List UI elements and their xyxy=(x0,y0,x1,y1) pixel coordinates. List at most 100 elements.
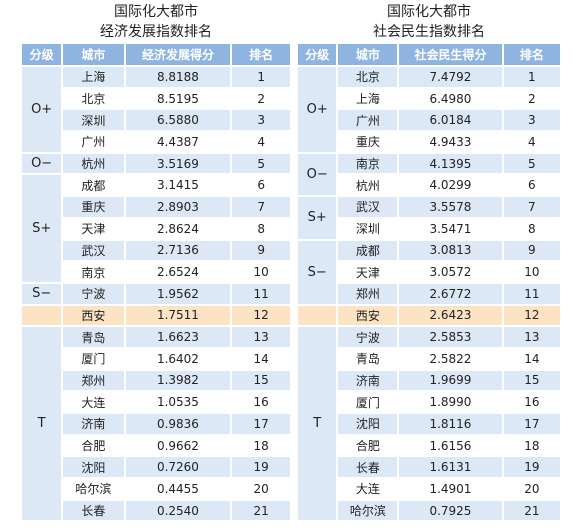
rank-cell: 20 xyxy=(232,479,290,499)
data-row: S− 成都 3.0813 9 xyxy=(298,240,560,304)
header-cell: 社会民生得分 xyxy=(399,44,502,65)
city-cell: 哈尔滨 xyxy=(63,479,124,499)
score-cell: 1.6623 xyxy=(125,327,231,347)
rank-cell: 9 xyxy=(232,240,290,261)
data-row: 合肥 0.9662 18 xyxy=(22,435,290,456)
header-cell: 排名 xyxy=(232,44,290,65)
data-row: O− 杭州 3.5169 5 xyxy=(22,153,290,174)
city-cell: 郑州 xyxy=(63,370,124,391)
rank-cell: 4 xyxy=(503,132,560,152)
score-cell: 3.5578 xyxy=(399,197,502,217)
rank-cell: 3 xyxy=(232,110,290,131)
score-cell: 1.6156 xyxy=(399,435,502,456)
rank-cell: 10 xyxy=(232,262,290,282)
city-cell: 青岛 xyxy=(338,348,398,369)
rank-cell: 4 xyxy=(232,132,290,152)
data-row: 天津 3.0572 10 xyxy=(298,262,560,282)
rank-cell: 9 xyxy=(503,240,560,261)
data-row: 合肥 1.6156 18 xyxy=(298,435,560,456)
title-line: 国际化大都市 xyxy=(387,4,471,20)
data-row: 长春 1.6131 19 xyxy=(298,457,560,478)
score-cell: 4.0299 xyxy=(399,175,502,196)
grade-cell: S− xyxy=(298,240,337,304)
data-row: 济南 1.9699 15 xyxy=(298,370,560,391)
rank-cell: 15 xyxy=(503,370,560,391)
score-cell: 2.7136 xyxy=(125,240,231,261)
score-cell: 1.6131 xyxy=(399,457,502,478)
grade-cell: S+ xyxy=(22,175,62,282)
grade-cell: O− xyxy=(22,153,62,174)
grade-cell: O− xyxy=(298,153,337,196)
ranking-table: 分级 城市 社会民生得分 排名 O+ 北京 7.4792 1 上海 6.4980 2 广州 6.0184… xyxy=(296,42,562,522)
score-cell: 2.6772 xyxy=(399,283,502,304)
data-row: 深圳 3.5471 8 xyxy=(298,218,560,239)
rank-cell: 17 xyxy=(232,414,290,434)
header-cell: 排名 xyxy=(503,44,560,65)
city-cell: 西安 xyxy=(63,305,124,326)
score-cell: 1.9562 xyxy=(125,283,231,304)
rank-cell: 6 xyxy=(503,175,560,196)
data-row: 天津 2.8624 8 xyxy=(22,218,290,239)
data-row: 重庆 4.9433 4 xyxy=(298,132,560,152)
data-row: 厦门 1.6402 14 xyxy=(22,348,290,369)
rank-cell: 10 xyxy=(503,262,560,282)
city-cell: 成都 xyxy=(63,175,124,196)
rank-cell: 14 xyxy=(232,348,290,369)
rank-cell: 19 xyxy=(503,457,560,478)
city-cell: 合肥 xyxy=(63,435,124,456)
ranking-table: 分级 城市 经济发展得分 排名 O+ 上海 8.8188 1 北京 8.5195 2 深圳 6.5880… xyxy=(20,42,292,522)
rank-cell: 18 xyxy=(503,435,560,456)
rank-cell: 5 xyxy=(232,153,290,174)
city-cell: 济南 xyxy=(63,414,124,434)
score-cell: 0.7260 xyxy=(125,457,231,478)
city-cell: 杭州 xyxy=(338,175,398,196)
rank-cell: 13 xyxy=(503,327,560,347)
data-row: 杭州 4.0299 6 xyxy=(298,175,560,196)
rank-cell: 5 xyxy=(503,153,560,174)
score-cell: 3.5471 xyxy=(399,218,502,239)
city-cell: 合肥 xyxy=(338,435,398,456)
rank-cell: 8 xyxy=(232,218,290,239)
city-cell: 天津 xyxy=(63,218,124,239)
city-cell: 杭州 xyxy=(63,153,124,174)
score-cell: 2.6423 xyxy=(399,305,502,326)
city-cell: 天津 xyxy=(338,262,398,282)
rank-cell: 14 xyxy=(503,348,560,369)
data-row: 郑州 2.6772 11 xyxy=(298,283,560,304)
city-cell: 沈阳 xyxy=(63,457,124,478)
city-cell: 北京 xyxy=(338,67,398,87)
city-cell: 宁波 xyxy=(63,283,124,304)
rank-cell: 1 xyxy=(232,67,290,87)
rank-cell: 2 xyxy=(232,88,290,109)
title-line: 国际化大都市 xyxy=(114,4,198,20)
rank-cell: 1 xyxy=(503,67,560,87)
data-row: 南京 2.6524 10 xyxy=(22,262,290,282)
score-cell: 6.4980 xyxy=(399,88,502,109)
score-cell: 6.5880 xyxy=(125,110,231,131)
city-cell: 广州 xyxy=(338,110,398,131)
data-row: O+ 北京 7.4792 1 xyxy=(298,67,560,152)
city-cell: 上海 xyxy=(338,88,398,109)
data-row: O+ 上海 8.8188 1 xyxy=(22,67,290,152)
grade-cell: T xyxy=(298,327,337,521)
data-row: 北京 8.5195 2 xyxy=(22,88,290,109)
score-cell: 8.8188 xyxy=(125,67,231,87)
score-cell: 3.5169 xyxy=(125,153,231,174)
grade-cell: O+ xyxy=(22,67,62,152)
city-cell: 青岛 xyxy=(63,327,124,347)
score-cell: 3.1415 xyxy=(125,175,231,196)
rank-cell: 15 xyxy=(232,370,290,391)
city-cell: 哈尔滨 xyxy=(338,500,398,521)
city-cell: 长春 xyxy=(338,457,398,478)
rank-cell: 8 xyxy=(503,218,560,239)
data-row: 济南 0.9836 17 xyxy=(22,414,290,434)
data-row: 沈阳 0.7260 19 xyxy=(22,457,290,478)
rank-cell: 13 xyxy=(232,327,290,347)
city-cell: 南京 xyxy=(338,153,398,174)
city-cell: 武汉 xyxy=(338,197,398,217)
rank-cell: 3 xyxy=(503,110,560,131)
grade-cell: T xyxy=(22,327,62,521)
data-row: 青岛 2.5822 14 xyxy=(298,348,560,369)
data-row: 沈阳 1.8116 17 xyxy=(298,414,560,434)
rank-cell: 21 xyxy=(503,500,560,521)
